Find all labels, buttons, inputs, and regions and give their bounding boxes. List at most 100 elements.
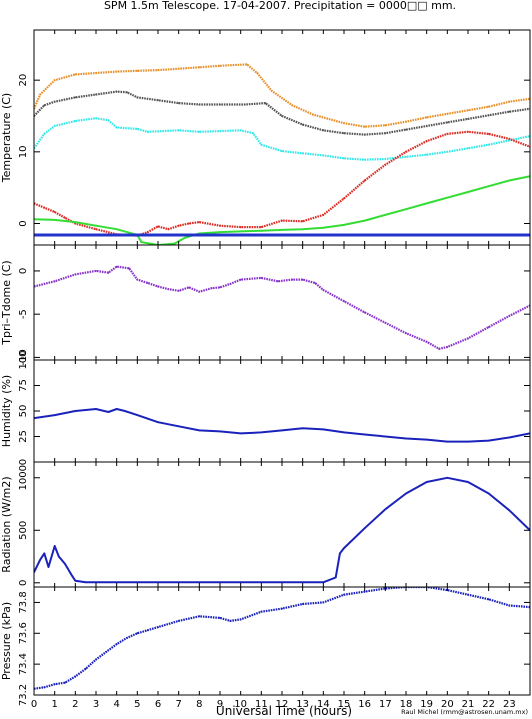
data-point: [405, 332, 407, 335]
data-point: [446, 346, 449, 348]
data-point: [239, 581, 242, 584]
data-point: [64, 563, 66, 565]
data-point: [343, 122, 345, 125]
data-point: [136, 414, 139, 416]
data-point: [95, 408, 97, 410]
data-point: [256, 72, 259, 74]
data-point: [508, 138, 511, 140]
data-point: [384, 163, 387, 166]
data-point: [146, 231, 149, 234]
data-point: [508, 436, 511, 439]
data-point: [53, 211, 56, 213]
data-point: [260, 226, 263, 229]
data-point: [487, 143, 490, 146]
data-point: [157, 421, 159, 424]
y-tick-label: 0: [18, 220, 29, 226]
data-point: [126, 637, 128, 639]
data-point: [301, 278, 304, 281]
data-point: [487, 439, 490, 442]
data-point: [188, 222, 190, 225]
panel-frame: [33, 461, 531, 588]
data-point: [446, 150, 449, 153]
data-point: [43, 104, 46, 107]
data-point: [405, 437, 407, 440]
data-point: [177, 620, 180, 622]
data-point: [74, 675, 77, 678]
data-point: [467, 118, 469, 120]
data-point: [322, 601, 325, 604]
data-point: [115, 70, 118, 73]
data-point: [105, 650, 108, 653]
data-point: [95, 224, 97, 227]
x-tick-label: 11: [255, 699, 268, 710]
data-point: [74, 579, 77, 582]
data-point: [363, 158, 366, 161]
x-tick-label: 5: [134, 699, 140, 710]
x-tick-label: 12: [276, 699, 289, 710]
data-point: [384, 158, 387, 160]
data-point: [115, 408, 118, 410]
x-tick-label: 22: [482, 699, 495, 710]
data-point: [115, 228, 118, 231]
data-point: [322, 214, 325, 216]
data-point: [198, 290, 201, 293]
data-point: [281, 115, 283, 117]
data-point: [229, 620, 232, 622]
y-tick-label: 0: [18, 580, 29, 586]
data-point: [198, 221, 201, 224]
data-point: [157, 99, 159, 102]
y-tick-label: 75: [18, 379, 29, 392]
data-point: [157, 285, 159, 288]
data-point: [39, 93, 42, 96]
data-point: [467, 337, 469, 340]
data-point: [264, 102, 267, 104]
figure-title: SPM 1.5m Telescope. 17-04-2007. Precipit…: [104, 0, 456, 12]
data-point: [126, 91, 128, 94]
data-point: [301, 427, 304, 430]
data-point: [322, 428, 325, 431]
x-tick-label: 0: [31, 699, 37, 710]
data-point: [177, 67, 180, 70]
panel-0-series: [34, 63, 530, 245]
data-point: [53, 414, 56, 416]
data-point: [343, 157, 345, 160]
y-tick-label: 0: [18, 268, 29, 274]
x-tick-label: 18: [400, 699, 413, 710]
data-point: [57, 555, 60, 558]
series-line: [34, 117, 530, 161]
data-point: [74, 96, 77, 99]
data-point: [177, 129, 180, 132]
series-line: [34, 476, 530, 584]
data-point: [343, 132, 345, 135]
data-point: [53, 125, 56, 127]
panel-4-series: [34, 587, 530, 690]
data-point: [425, 340, 428, 343]
data-point: [446, 133, 449, 135]
data-point: [487, 114, 490, 117]
data-point: [198, 429, 201, 432]
credit-text: Raul Michel (rmm@astrosen.unam.mx): [401, 708, 528, 716]
x-tick-label: 2: [72, 699, 78, 710]
data-point: [39, 558, 42, 561]
data-point: [184, 236, 186, 239]
data-point: [157, 225, 159, 228]
data-point: [53, 280, 56, 283]
data-point: [425, 140, 428, 143]
data-point: [343, 593, 345, 596]
data-point: [343, 547, 345, 549]
data-point: [343, 224, 345, 226]
y-tick-label: 10: [18, 145, 29, 158]
data-point: [252, 132, 255, 135]
x-tick-label: 14: [317, 699, 330, 710]
data-point: [322, 154, 325, 157]
data-point: [446, 476, 449, 479]
y-tick-label: -5: [18, 309, 29, 319]
data-point: [219, 286, 221, 289]
data-point: [312, 113, 314, 116]
data-point: [405, 492, 407, 495]
data-point: [136, 127, 139, 130]
data-point: [136, 632, 139, 635]
data-point: [508, 315, 511, 317]
data-point: [177, 224, 180, 227]
